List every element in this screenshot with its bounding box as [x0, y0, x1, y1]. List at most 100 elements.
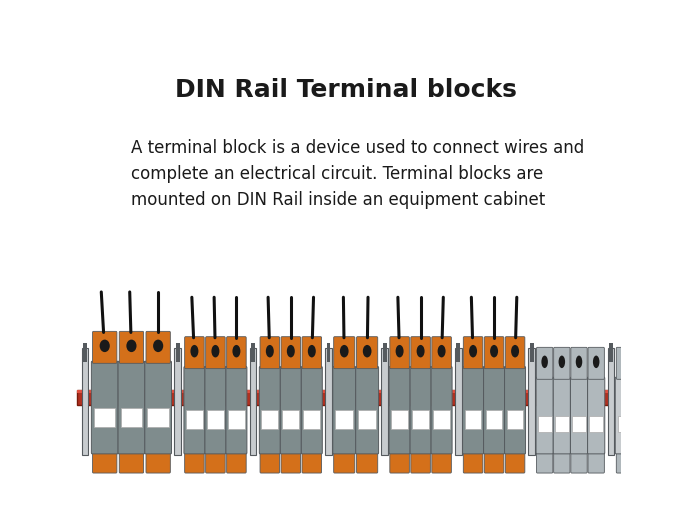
- Bar: [608, 349, 614, 455]
- FancyBboxPatch shape: [281, 337, 300, 369]
- FancyBboxPatch shape: [302, 452, 321, 473]
- FancyBboxPatch shape: [227, 452, 246, 473]
- Bar: [529, 349, 535, 455]
- Ellipse shape: [362, 345, 371, 358]
- FancyBboxPatch shape: [91, 362, 118, 454]
- FancyBboxPatch shape: [432, 452, 452, 473]
- FancyBboxPatch shape: [505, 367, 526, 454]
- FancyBboxPatch shape: [92, 332, 117, 364]
- Ellipse shape: [396, 345, 404, 358]
- FancyBboxPatch shape: [259, 367, 280, 454]
- FancyBboxPatch shape: [390, 337, 409, 369]
- Ellipse shape: [490, 345, 498, 358]
- FancyBboxPatch shape: [302, 337, 321, 369]
- FancyBboxPatch shape: [641, 452, 664, 473]
- Ellipse shape: [416, 345, 425, 358]
- FancyBboxPatch shape: [554, 347, 570, 380]
- Bar: [538, 416, 551, 432]
- FancyBboxPatch shape: [206, 337, 225, 369]
- Ellipse shape: [308, 345, 316, 358]
- FancyBboxPatch shape: [506, 452, 525, 473]
- Bar: [251, 343, 255, 363]
- Bar: [176, 343, 180, 363]
- FancyBboxPatch shape: [571, 452, 587, 473]
- FancyBboxPatch shape: [92, 452, 117, 473]
- Bar: [303, 411, 320, 429]
- Bar: [325, 349, 332, 455]
- FancyBboxPatch shape: [389, 367, 410, 454]
- Bar: [572, 416, 586, 432]
- FancyBboxPatch shape: [226, 367, 247, 454]
- Ellipse shape: [648, 356, 657, 368]
- Bar: [335, 411, 354, 429]
- Bar: [94, 408, 115, 428]
- Bar: [433, 411, 450, 429]
- FancyBboxPatch shape: [119, 452, 144, 473]
- FancyBboxPatch shape: [119, 332, 144, 364]
- Bar: [668, 416, 675, 432]
- FancyBboxPatch shape: [537, 347, 553, 380]
- Ellipse shape: [126, 340, 136, 352]
- FancyBboxPatch shape: [185, 452, 205, 473]
- Ellipse shape: [211, 345, 219, 358]
- Bar: [412, 411, 429, 429]
- Ellipse shape: [541, 356, 548, 368]
- FancyBboxPatch shape: [185, 337, 205, 369]
- FancyBboxPatch shape: [356, 452, 378, 473]
- FancyBboxPatch shape: [588, 377, 605, 454]
- FancyBboxPatch shape: [301, 367, 322, 454]
- Bar: [609, 343, 613, 363]
- FancyBboxPatch shape: [205, 367, 226, 454]
- FancyBboxPatch shape: [640, 377, 665, 454]
- FancyBboxPatch shape: [146, 452, 170, 473]
- Bar: [77, 390, 612, 393]
- FancyBboxPatch shape: [666, 452, 675, 473]
- Bar: [82, 349, 88, 455]
- FancyBboxPatch shape: [390, 452, 409, 473]
- Ellipse shape: [576, 356, 583, 368]
- Bar: [121, 408, 142, 428]
- Bar: [250, 349, 256, 455]
- FancyBboxPatch shape: [462, 367, 483, 454]
- Bar: [282, 411, 299, 429]
- FancyBboxPatch shape: [431, 367, 452, 454]
- FancyBboxPatch shape: [206, 452, 225, 473]
- FancyBboxPatch shape: [411, 452, 431, 473]
- FancyBboxPatch shape: [616, 452, 639, 473]
- Text: A terminal block is a device used to connect wires and
complete an electrical ci: A terminal block is a device used to con…: [132, 138, 585, 209]
- FancyBboxPatch shape: [506, 337, 525, 369]
- Bar: [147, 408, 169, 428]
- Text: DIN Rail Terminal blocks: DIN Rail Terminal blocks: [175, 78, 517, 102]
- FancyBboxPatch shape: [665, 377, 675, 454]
- FancyBboxPatch shape: [356, 367, 379, 454]
- Bar: [228, 411, 245, 429]
- FancyBboxPatch shape: [588, 347, 604, 380]
- FancyBboxPatch shape: [484, 337, 504, 369]
- Bar: [555, 416, 569, 432]
- Ellipse shape: [559, 356, 565, 368]
- Ellipse shape: [190, 345, 198, 358]
- Ellipse shape: [153, 340, 163, 352]
- Bar: [381, 349, 388, 455]
- Bar: [530, 343, 534, 363]
- Ellipse shape: [623, 356, 632, 368]
- FancyBboxPatch shape: [356, 337, 378, 369]
- Bar: [455, 349, 462, 455]
- FancyBboxPatch shape: [554, 452, 570, 473]
- Bar: [186, 411, 202, 429]
- Ellipse shape: [340, 345, 348, 358]
- FancyBboxPatch shape: [588, 452, 604, 473]
- Bar: [486, 411, 502, 429]
- FancyBboxPatch shape: [463, 337, 483, 369]
- Ellipse shape: [469, 345, 477, 358]
- FancyBboxPatch shape: [484, 452, 504, 473]
- Bar: [589, 416, 603, 432]
- FancyBboxPatch shape: [260, 452, 279, 473]
- Ellipse shape: [511, 345, 519, 358]
- FancyBboxPatch shape: [537, 452, 553, 473]
- FancyBboxPatch shape: [432, 337, 452, 369]
- FancyBboxPatch shape: [570, 377, 588, 454]
- FancyBboxPatch shape: [666, 347, 675, 380]
- FancyBboxPatch shape: [410, 367, 431, 454]
- Bar: [618, 416, 638, 432]
